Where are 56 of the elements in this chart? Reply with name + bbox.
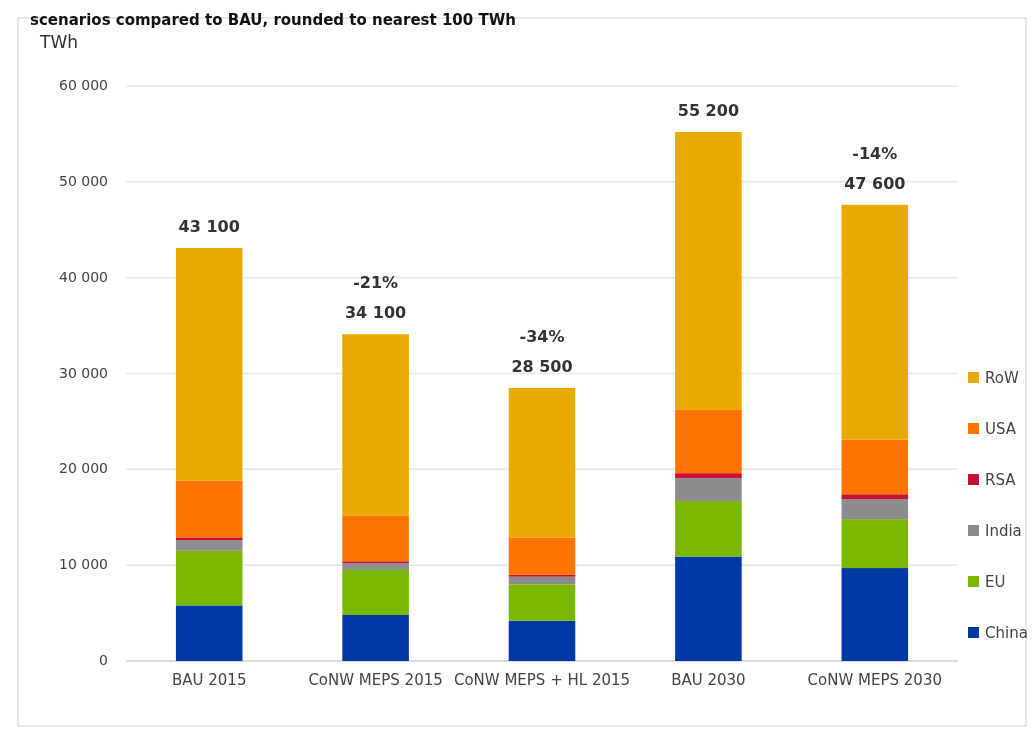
bar xyxy=(508,537,576,575)
legend-label: RoW xyxy=(985,368,1019,387)
bar xyxy=(675,409,742,474)
bar xyxy=(175,550,243,606)
y-tick-label: 0 xyxy=(99,652,108,668)
x-tick-label: BAU 2030 xyxy=(671,670,746,689)
bar xyxy=(841,439,909,495)
total-label: 34 100 xyxy=(344,303,407,323)
bar xyxy=(675,477,742,501)
y-tick-label: 10 000 xyxy=(59,556,108,573)
bar xyxy=(342,569,409,615)
x-tick-label: BAU 2015 xyxy=(171,670,247,689)
annotation: -21% xyxy=(353,273,399,293)
bar xyxy=(342,334,409,516)
bar xyxy=(841,204,909,440)
legend-label: India xyxy=(985,521,1022,540)
bar xyxy=(175,247,243,481)
bar xyxy=(342,515,409,562)
total-label: 28 500 xyxy=(511,356,573,376)
annotation: -14% xyxy=(852,143,898,163)
bar xyxy=(342,563,409,570)
y-tick-label: 60 000 xyxy=(59,77,108,93)
total-label: 47 600 xyxy=(844,173,906,193)
x-tick-label: CoNW MEPS 2030 xyxy=(807,670,942,689)
bar xyxy=(675,132,742,410)
legend-label: EU xyxy=(985,572,1006,591)
y-tick-label: 50 000 xyxy=(59,172,108,189)
bar xyxy=(675,500,742,557)
x-tick-label: CoNW MEPS + HL 2015 xyxy=(453,670,631,689)
bar xyxy=(841,494,909,500)
annotation: -34% xyxy=(519,326,565,346)
bar xyxy=(675,556,742,661)
bar xyxy=(508,576,576,585)
bar xyxy=(841,519,909,569)
bar xyxy=(342,615,409,661)
bar xyxy=(175,605,243,661)
y-tick-label: 30 000 xyxy=(59,364,108,381)
bar xyxy=(675,473,742,478)
total-label: 43 100 xyxy=(178,216,240,236)
bar xyxy=(841,568,909,661)
bar xyxy=(175,537,243,541)
chart-title: scenarios compared to BAU, rounded to nearest 100 TWh xyxy=(30,11,516,30)
x-tick-label: CoNW MEPS 2015 xyxy=(308,670,443,689)
legend-label: RSA xyxy=(985,470,1017,489)
bar xyxy=(508,584,576,621)
legend-label: China xyxy=(985,623,1028,642)
y-tick-label: 40 000 xyxy=(59,268,108,285)
bar xyxy=(841,499,909,520)
bar xyxy=(175,480,243,538)
total-label: 55 200 xyxy=(677,101,740,120)
y-tick-label: 20 000 xyxy=(59,460,108,477)
bar xyxy=(508,620,576,661)
legend-label: USA xyxy=(985,419,1017,438)
bar xyxy=(508,387,576,538)
y-axis-title: TWh xyxy=(39,32,78,52)
bar xyxy=(175,540,243,551)
